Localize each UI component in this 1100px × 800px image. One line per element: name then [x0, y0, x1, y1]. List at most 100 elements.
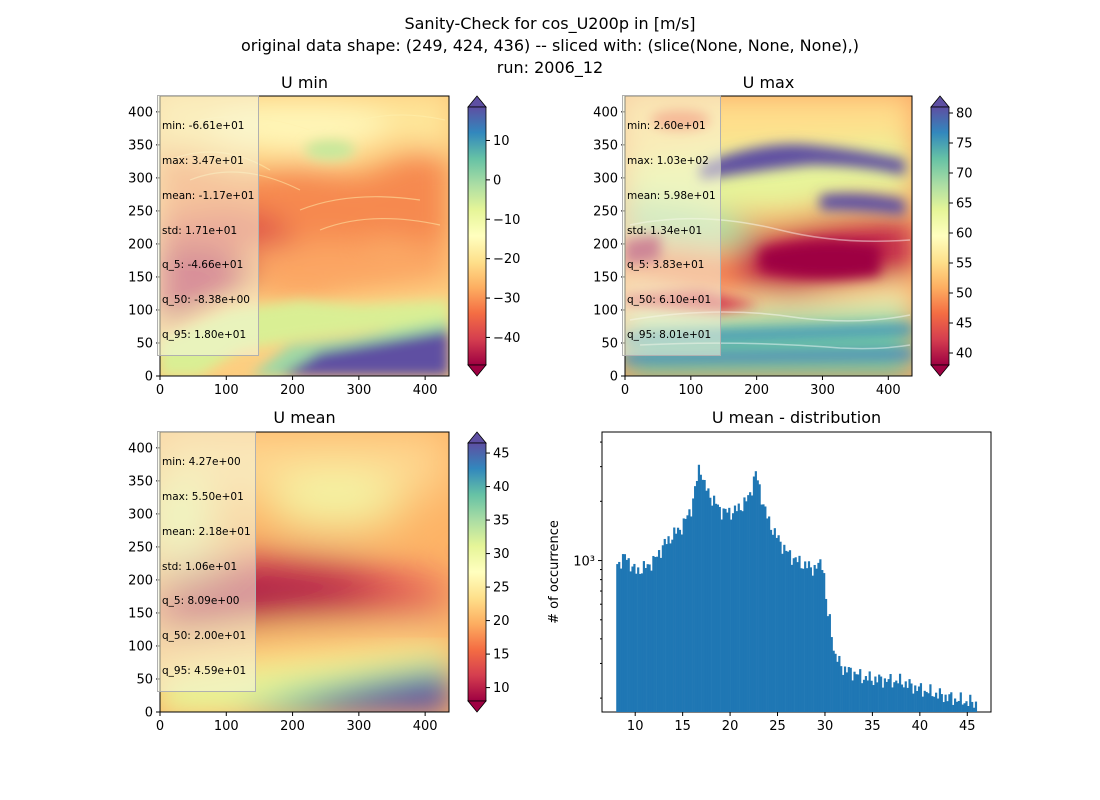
- histogram-bar: [910, 683, 913, 712]
- umean-colorbar: [467, 431, 487, 713]
- umean-colorbar-tick-label: 45: [493, 447, 510, 462]
- histogram-bar: [929, 684, 932, 712]
- histogram-bar: [897, 683, 900, 712]
- umax-colorbar-tick-label: 80: [956, 107, 973, 122]
- histogram-bar: [769, 529, 773, 712]
- histogram-bar: [637, 567, 640, 712]
- umax-colorbar-tick-label: 60: [956, 227, 973, 242]
- umin-xtick-label: 300: [346, 383, 371, 398]
- histogram-bar: [944, 694, 947, 712]
- umean-colorbar-tick-label: 30: [493, 547, 510, 562]
- histogram-bar: [684, 518, 687, 712]
- stat-line: q_95: 1.80e+01: [162, 328, 247, 341]
- histogram-bar: [794, 557, 797, 712]
- histogram-bar: [787, 551, 790, 712]
- umean-xtick-label: 400: [413, 719, 438, 734]
- stat-line: q_5: 3.83e+01: [627, 259, 705, 272]
- umin-ytick-label: 0: [145, 370, 153, 385]
- histogram-bar: [616, 564, 619, 712]
- umean-colorbar-tick-label: 20: [493, 614, 510, 629]
- histogram-bar: [678, 529, 682, 712]
- histogram-bar: [796, 562, 799, 712]
- histogram-bar: [716, 504, 719, 712]
- histogram-bar: [842, 674, 845, 712]
- histogram-bar: [656, 556, 659, 712]
- stat-line: q_50: -8.38e+00: [162, 294, 250, 307]
- histogram-bar: [724, 508, 727, 712]
- umean-ytick-label: 300: [128, 507, 153, 522]
- histogram-bar: [955, 701, 959, 712]
- umean-colorbar-tick-label: 25: [493, 581, 510, 596]
- umax-ytick-label: 400: [593, 105, 618, 120]
- umax-ytick-label: 300: [593, 171, 618, 186]
- umax-ytick-label: 0: [610, 370, 618, 385]
- histogram-bar: [709, 497, 712, 712]
- histogram-bar: [851, 680, 854, 712]
- stat-line: mean: 5.98e+01: [627, 189, 716, 202]
- umean-ytick-label: 200: [128, 573, 153, 588]
- histogram-bar: [900, 684, 904, 712]
- stat-line: min: 2.60e+01: [627, 120, 706, 133]
- histogram-bar: [701, 479, 704, 712]
- stat-line: min: 4.27e+00: [162, 456, 241, 469]
- umean-stats-box: min: 4.27e+00 max: 5.50e+01 mean: 2.18e+…: [157, 431, 256, 693]
- stat-line: q_5: 8.09e+00: [162, 595, 240, 608]
- umean-ytick-label: 0: [145, 706, 153, 721]
- histogram-bar: [862, 679, 866, 712]
- umin-colorbar-tick-label: 0: [493, 173, 501, 188]
- histogram-bar: [923, 690, 926, 712]
- histogram-bar: [707, 488, 710, 712]
- histogram-bar: [898, 673, 902, 712]
- dist-title: U mean - distribution: [711, 408, 882, 427]
- histogram-bar: [935, 692, 938, 712]
- umin-xtick-label: 0: [156, 383, 164, 398]
- umean-ytick-label: 400: [128, 441, 153, 456]
- histogram-bar: [817, 562, 820, 712]
- umean-ytick-label: 150: [128, 606, 153, 621]
- umean-xtick-label: 200: [280, 719, 305, 734]
- histogram-bar: [815, 568, 818, 712]
- histogram-bar: [726, 512, 729, 712]
- histogram-bar: [802, 568, 805, 712]
- umean-ytick-label: 350: [128, 474, 153, 489]
- umax-ytick-label: 100: [593, 303, 618, 318]
- histogram-bar: [938, 688, 942, 712]
- dist-xtick-label: 10: [627, 719, 644, 734]
- histogram-bar: [639, 573, 642, 712]
- umin-colorbar-tick-label: −40: [493, 331, 520, 346]
- histogram-bar: [969, 694, 972, 712]
- umax-colorbar-tick-label: 70: [956, 167, 973, 182]
- histogram-bar: [878, 674, 881, 712]
- histogram-bar: [952, 704, 955, 712]
- stat-line: max: 5.50e+01: [162, 490, 244, 503]
- dist-xtick-label: 45: [959, 719, 976, 734]
- dist-ytick-label: 10³: [573, 555, 595, 570]
- umax-ytick-label: 200: [593, 237, 618, 252]
- umean-colorbar-tick-label: 40: [493, 480, 510, 495]
- histogram-bar: [849, 667, 852, 712]
- stat-line: std: 1.34e+01: [627, 224, 703, 237]
- histogram-bar: [912, 693, 915, 712]
- histogram-bar: [690, 516, 693, 712]
- umean-colorbar-tick-label: 10: [493, 681, 510, 696]
- histogram-bar: [916, 691, 919, 712]
- histogram-bar: [895, 680, 898, 712]
- umax-xtick-label: 0: [621, 383, 629, 398]
- umax-xtick-label: 400: [876, 383, 901, 398]
- umin-title: U min: [281, 73, 328, 92]
- umin-ytick-label: 400: [128, 105, 153, 120]
- umax-colorbar-tick-label: 40: [956, 347, 973, 362]
- histogram-bar: [675, 533, 678, 712]
- histogram-bar: [974, 701, 978, 712]
- umax-colorbar-tick-label: 65: [956, 197, 973, 212]
- umin-xtick-label: 200: [280, 383, 305, 398]
- dist-ylabel: # of occurrence: [547, 520, 562, 624]
- histogram-bar: [781, 553, 784, 712]
- histogram-bar: [703, 479, 706, 712]
- histogram-bar: [859, 669, 862, 712]
- histogram-bar: [777, 535, 780, 712]
- stat-line: max: 3.47e+01: [162, 154, 244, 167]
- dist-xtick-label: 40: [912, 719, 929, 734]
- histogram-bar: [754, 471, 757, 712]
